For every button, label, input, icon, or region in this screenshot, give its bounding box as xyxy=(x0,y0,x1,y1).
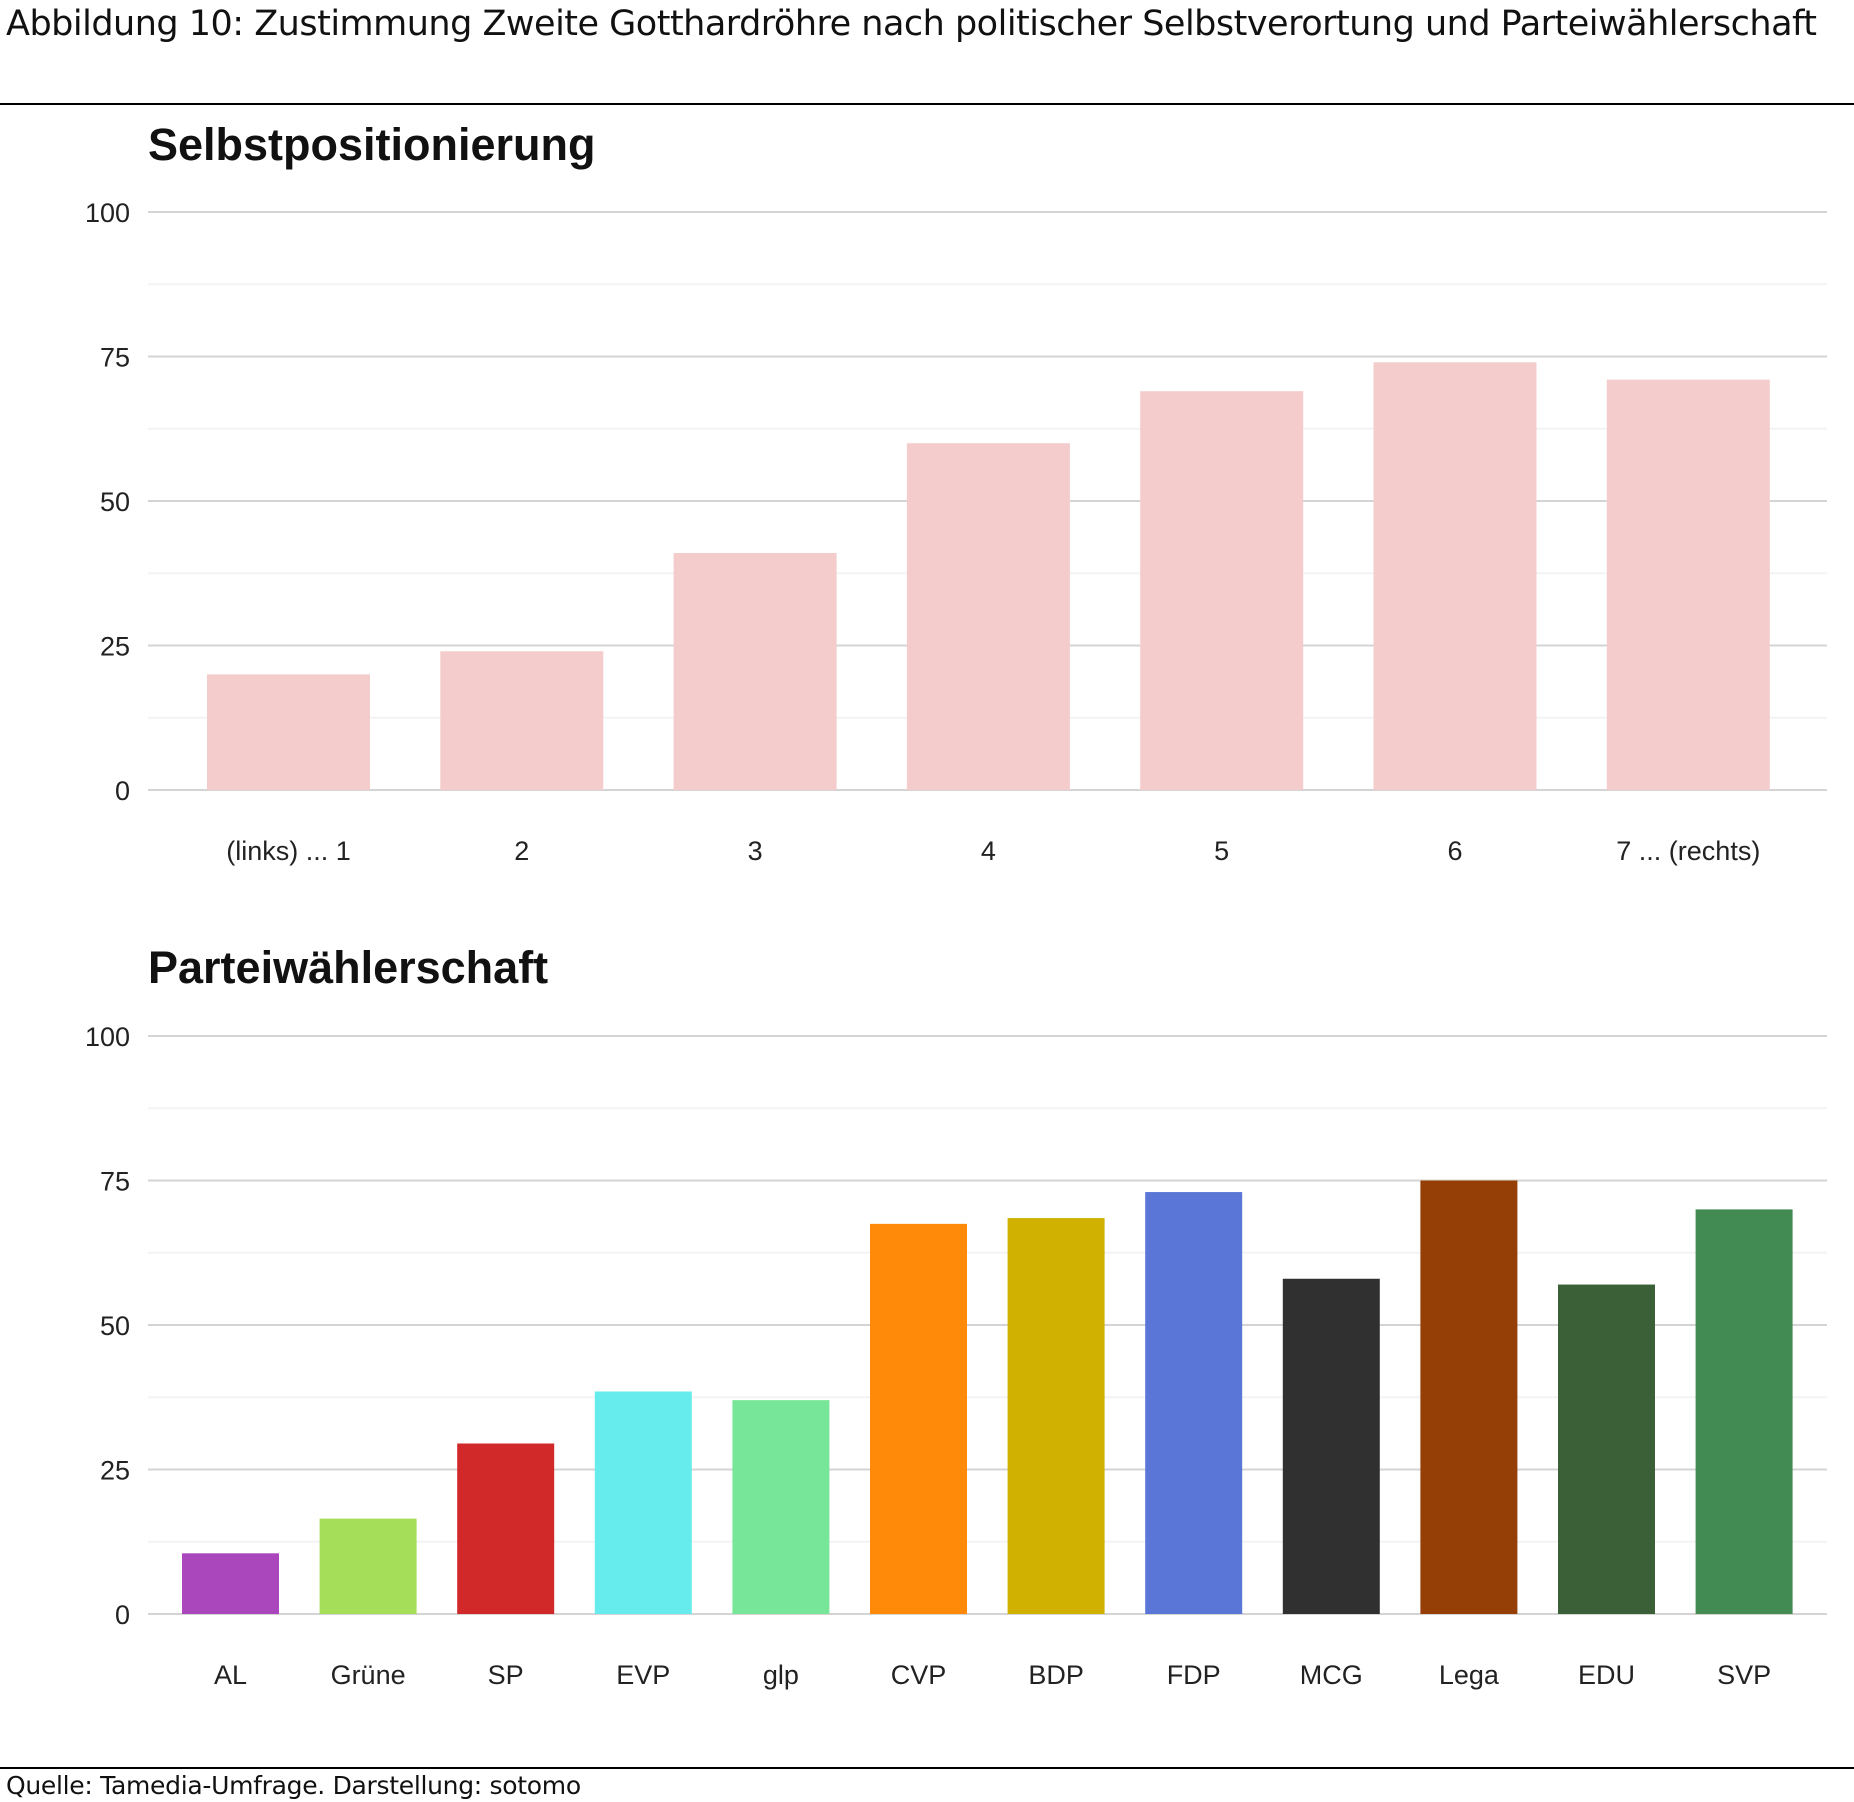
x-tick-label: Grüne xyxy=(331,1660,406,1690)
x-tick-label: EVP xyxy=(616,1660,670,1690)
bar-5 xyxy=(1140,391,1304,790)
x-tick-label: MCG xyxy=(1300,1660,1363,1690)
x-tick-label: 6 xyxy=(1447,836,1462,866)
x-tick-label: Lega xyxy=(1439,1660,1500,1690)
bar-fdp xyxy=(1145,1192,1243,1614)
y-tick-label: 100 xyxy=(85,1022,130,1052)
y-tick-label: 75 xyxy=(100,343,130,373)
y-tick-label: 75 xyxy=(100,1167,130,1197)
x-tick-label: CVP xyxy=(891,1660,947,1690)
chart-title: Selbstpositionierung xyxy=(148,119,596,170)
bar-2 xyxy=(440,651,604,790)
bar-4 xyxy=(906,443,1070,790)
x-tick-label: SVP xyxy=(1717,1660,1771,1690)
bar-evp xyxy=(594,1391,692,1614)
y-tick-label: 100 xyxy=(85,198,130,228)
x-tick-label: 3 xyxy=(748,836,763,866)
top-rule xyxy=(0,103,1854,105)
source-note: Quelle: Tamedia-Umfrage. Darstellung: so… xyxy=(6,1771,581,1800)
x-tick-label: 5 xyxy=(1214,836,1229,866)
bar-6 xyxy=(1373,362,1537,790)
bar-glp xyxy=(732,1400,830,1614)
x-tick-label: BDP xyxy=(1028,1660,1084,1690)
y-tick-label: 25 xyxy=(100,1456,130,1486)
x-tick-label: (links) ... 1 xyxy=(226,836,351,866)
y-tick-label: 50 xyxy=(100,487,130,517)
bar-bdp xyxy=(1007,1218,1105,1614)
bar-lega xyxy=(1420,1180,1518,1614)
x-tick-label: EDU xyxy=(1578,1660,1635,1690)
y-tick-label: 50 xyxy=(100,1311,130,1341)
bar--links-1 xyxy=(207,674,370,790)
x-tick-label: 2 xyxy=(514,836,529,866)
x-tick-label: FDP xyxy=(1167,1660,1221,1690)
y-tick-label: 0 xyxy=(115,776,130,806)
bar-edu xyxy=(1558,1284,1655,1614)
bar-svp xyxy=(1695,1209,1793,1614)
bar-sp xyxy=(457,1443,555,1614)
x-tick-label: 7 ... (rechts) xyxy=(1616,836,1760,866)
figure-title: Abbildung 10: Zustimmung Zweite Gotthard… xyxy=(6,4,1817,44)
bar-al xyxy=(182,1553,279,1614)
bar-mcg xyxy=(1282,1278,1380,1614)
x-tick-label: AL xyxy=(214,1660,247,1690)
x-tick-label: glp xyxy=(763,1660,799,1690)
x-tick-label: 4 xyxy=(981,836,996,866)
y-tick-label: 25 xyxy=(100,632,130,662)
bar-7-rechts- xyxy=(1606,379,1770,790)
bottom-rule xyxy=(0,1767,1854,1769)
x-tick-label: SP xyxy=(488,1660,524,1690)
chart-title: Parteiwählerschaft xyxy=(148,942,548,993)
bar-cvp xyxy=(870,1223,967,1614)
bar-gr-ne xyxy=(319,1518,417,1614)
y-tick-label: 0 xyxy=(115,1600,130,1630)
bar-3 xyxy=(673,553,837,790)
